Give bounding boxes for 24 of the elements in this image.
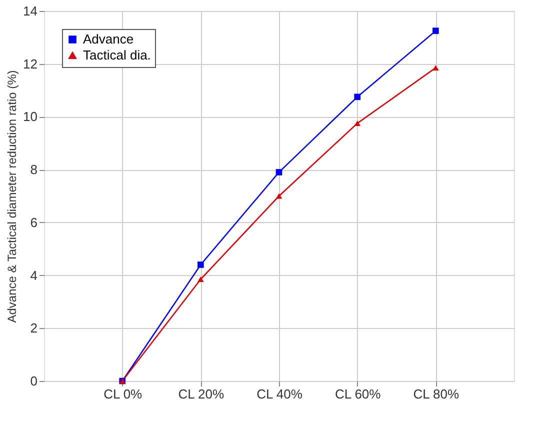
point: [354, 120, 360, 126]
point: [198, 262, 204, 268]
point: [276, 193, 282, 199]
y-tick-label: 12: [23, 56, 38, 72]
y-tick-label: 0: [30, 374, 38, 388]
point: [354, 94, 360, 100]
point: [432, 65, 439, 71]
x-tick-label: CL 40%: [256, 386, 303, 402]
legend-label: Tactical dia.: [83, 48, 151, 62]
y-tick-label: 14: [23, 4, 38, 18]
legend-label: Advance: [83, 32, 134, 46]
x-tick-label: CL 20%: [178, 386, 224, 402]
point: [276, 169, 282, 176]
y-tick-label: 10: [23, 109, 38, 124]
x-tick-label: CL 60%: [334, 386, 382, 402]
x-tick-label: CL 0%: [104, 386, 143, 402]
x-tick-label: CL 80%: [413, 386, 460, 402]
y-tick-label: 2: [30, 320, 38, 336]
y-tick-label: 6: [30, 214, 38, 230]
y-tick-label: 4: [30, 268, 38, 283]
point: [198, 276, 204, 282]
point: [432, 28, 439, 34]
y-axis-title: Advance & Tactical diameter reduction ratio (%): [5, 70, 20, 323]
y-tick-label: 8: [30, 162, 38, 178]
